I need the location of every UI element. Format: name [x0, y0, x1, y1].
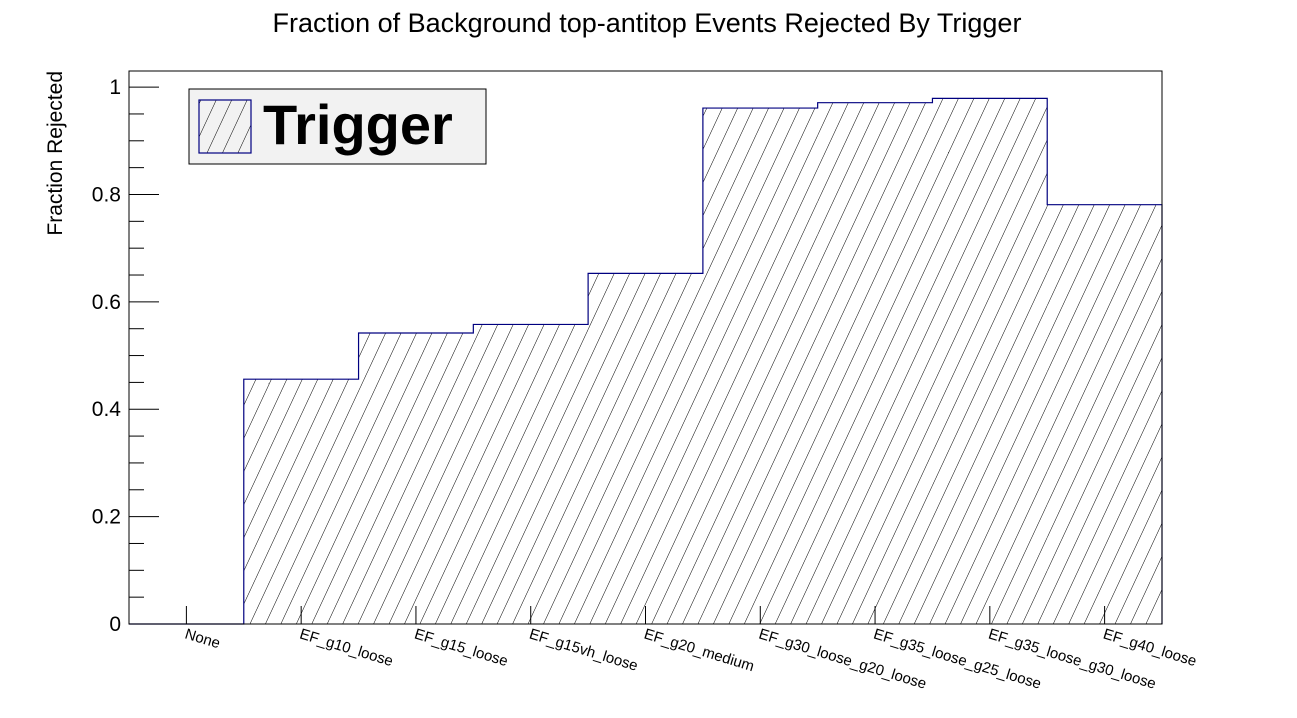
bar-EF_g30_loose_g20_loose — [702, 108, 818, 624]
bar-EF_g40_loose — [1047, 204, 1162, 624]
chart-title: Fraction of Background top-antitop Event… — [273, 8, 1022, 38]
y-tick-label: 0.2 — [92, 506, 121, 529]
y-tick-label: 0 — [109, 613, 121, 636]
y-axis: 0 0.2 0.4 0.6 0.8 1 — [92, 76, 159, 636]
x-tick-label: EF_g15_loose — [412, 626, 509, 671]
bar-EF_g35_loose_g25_loose — [817, 102, 933, 624]
histogram-outline — [129, 97, 1163, 625]
x-tick-label: EF_g20_medium — [642, 626, 756, 676]
bar-EF_g35_loose_g30_loose — [932, 98, 1048, 625]
legend-label: Trigger — [263, 93, 453, 156]
y-tick-label: 0.4 — [92, 398, 122, 421]
bar-EF_g15_loose — [358, 333, 474, 624]
legend-swatch — [198, 99, 252, 154]
y-tick-label: 1 — [109, 76, 121, 99]
bar-EF_g10_loose — [243, 379, 359, 624]
y-tick-label: 0.6 — [92, 291, 121, 314]
x-tick-label: EF_g15vh_loose — [527, 626, 640, 675]
y-tick-label: 0.8 — [92, 183, 121, 206]
x-tick-label: EF_g10_loose — [298, 626, 395, 671]
bar-EF_g20_medium — [588, 273, 703, 624]
legend: Trigger — [188, 88, 487, 165]
x-tick-label: None — [183, 626, 222, 653]
y-axis-label: Fraction Rejected — [44, 71, 67, 236]
histogram-bars — [243, 98, 1162, 625]
bar-EF_g15vh_loose — [473, 324, 589, 624]
